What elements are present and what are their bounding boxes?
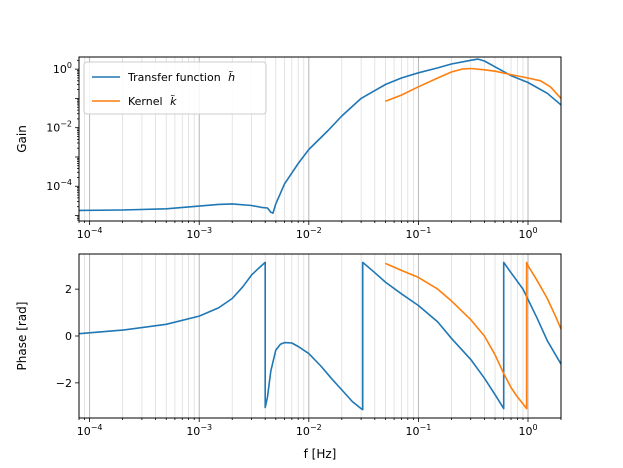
x-tick-label: 10−1: [406, 226, 432, 241]
legend-label-transfer-symbol: h̃: [228, 71, 235, 84]
gain-series: [79, 58, 561, 214]
kernel-line: [385, 261, 561, 410]
gain-legend: Transfer function h̃ Kernel k̃: [83, 61, 267, 115]
phase-panel: 10−4 10−3 10−2 10−1 100 −2 0 2 Phase [rad] f [H…: [15, 253, 562, 461]
x-tick-label: 100: [518, 423, 537, 438]
phase-axes-frame: [78, 253, 562, 419]
gain-ticks: 10−4 10−3 10−2 10−1 100 10−4 10−2 100: [46, 59, 562, 241]
x-tick-label: 10−2: [296, 226, 322, 241]
legend-box: [83, 61, 267, 115]
legend-label-kernel-text: Kernel: [128, 95, 163, 108]
y-tick-label: 100: [53, 61, 72, 76]
x-tick-label: 100: [518, 226, 537, 241]
x-tick-label: 10−3: [186, 423, 212, 438]
y-tick-label: 10−2: [46, 120, 72, 135]
y-tick-label: 10−4: [46, 178, 72, 193]
x-tick-label: 10−3: [186, 226, 212, 241]
x-tick-label: 10−2: [296, 423, 322, 438]
y-tick-label: 0: [65, 330, 72, 343]
transfer-function-line: [79, 261, 561, 411]
legend-label-kernel: Kernel k̃: [128, 95, 177, 108]
phase-ticks: 10−4 10−3 10−2 10−1 100 −2 0 2: [56, 283, 562, 438]
legend-label-transfer-text: Transfer function: [127, 71, 221, 84]
y-tick-label: −2: [56, 377, 72, 390]
phase-x-axis-label: f [Hz]: [304, 447, 337, 461]
gain-panel: 10−4 10−3 10−2 10−1 100 10−4 10−2 100 Gain Tran…: [15, 56, 562, 241]
phase-grid: [78, 254, 562, 418]
x-tick-label: 10−1: [406, 423, 432, 438]
x-tick-label: 10−4: [77, 423, 103, 438]
x-tick-label: 10−4: [77, 226, 103, 241]
legend-label-kernel-symbol: k̃: [170, 95, 177, 108]
transfer-function-line: [79, 58, 561, 214]
phase-y-axis-label: Phase [rad]: [15, 302, 29, 371]
kernel-line: [385, 67, 561, 103]
legend-label-transfer: Transfer function h̃: [127, 71, 235, 84]
gain-y-axis-label: Gain: [15, 125, 29, 153]
phase-series: [79, 261, 561, 411]
y-tick-label: 2: [65, 283, 72, 296]
